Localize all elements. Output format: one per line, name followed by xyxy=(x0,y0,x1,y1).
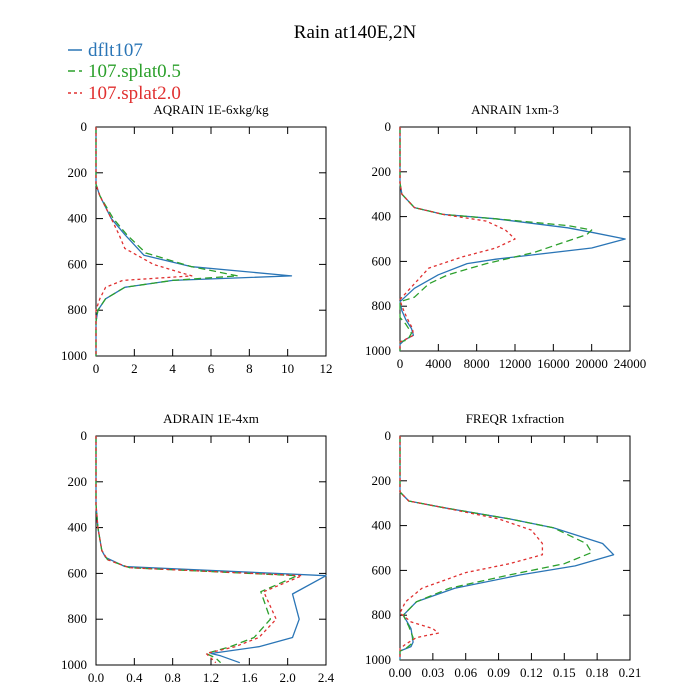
y-tick-label: 1000 xyxy=(365,343,391,358)
x-tick-label: 1.2 xyxy=(203,670,219,685)
y-tick-label: 600 xyxy=(372,253,392,268)
panel-title: ADRAIN 1E-4xm xyxy=(163,411,259,426)
panel-title: FREQR 1xfraction xyxy=(466,411,565,426)
series-line-107-splat0-5 xyxy=(95,436,298,664)
y-tick-label: 800 xyxy=(372,298,392,313)
y-tick-label: 0 xyxy=(81,119,88,134)
x-tick-label: 0 xyxy=(397,356,404,371)
x-tick-label: 0.12 xyxy=(520,665,543,680)
y-tick-label: 1000 xyxy=(61,657,87,672)
y-tick-label: 1000 xyxy=(365,652,391,667)
x-tick-label: 6 xyxy=(208,361,215,376)
y-tick-label: 800 xyxy=(372,607,392,622)
figure-title: Rain at140E,2N xyxy=(294,22,417,43)
y-tick-label: 400 xyxy=(372,209,392,224)
x-tick-label: 2.0 xyxy=(280,670,296,685)
y-tick-label: 800 xyxy=(68,302,88,317)
y-tick-label: 0 xyxy=(81,428,88,443)
plot-frame xyxy=(399,435,631,661)
x-tick-label: 12 xyxy=(320,361,333,376)
series-line-dflt107 xyxy=(95,127,293,356)
x-tick-label: 0.21 xyxy=(619,665,642,680)
series-line-dflt107 xyxy=(95,436,327,664)
legend-label-1: 107.splat0.5 xyxy=(88,61,181,82)
x-tick-label: 1.6 xyxy=(241,670,258,685)
x-tick-label: 12000 xyxy=(499,356,532,371)
x-tick-label: 10 xyxy=(281,361,294,376)
y-tick-label: 800 xyxy=(68,611,88,626)
panel-title: AQRAIN 1E-6xkg/kg xyxy=(153,102,269,117)
legend-label-0: dflt107 xyxy=(88,40,143,61)
y-tick-label: 0 xyxy=(385,119,392,134)
y-tick-label: 600 xyxy=(372,562,392,577)
y-tick-label: 400 xyxy=(372,518,392,533)
x-tick-label: 8 xyxy=(246,361,253,376)
x-tick-label: 0.03 xyxy=(421,665,444,680)
x-tick-label: 20000 xyxy=(575,356,608,371)
y-tick-label: 1000 xyxy=(61,348,87,363)
x-tick-label: 2 xyxy=(131,361,138,376)
y-tick-label: 400 xyxy=(68,211,88,226)
series-line-107-splat2-0 xyxy=(95,127,193,356)
x-tick-label: 4 xyxy=(169,361,176,376)
x-tick-label: 0.0 xyxy=(88,670,104,685)
x-tick-label: 0.18 xyxy=(586,665,609,680)
series-line-dflt107 xyxy=(399,127,626,351)
series-line-107-splat0-5 xyxy=(95,127,239,356)
y-tick-label: 600 xyxy=(68,256,88,271)
x-tick-label: 0.8 xyxy=(165,670,181,685)
y-tick-label: 200 xyxy=(372,164,392,179)
legend-label-2: 107.splat2.0 xyxy=(88,83,181,104)
y-tick-label: 200 xyxy=(372,473,392,488)
panel-aqrain: AQRAIN 1E-6xkg/kg 0 200 400 600 800 1000 0 2 4 6 8 1… xyxy=(61,102,333,376)
x-tick-label: 8000 xyxy=(464,356,490,371)
series-line-107-splat2-0 xyxy=(399,436,544,660)
x-tick-label: 2.4 xyxy=(318,670,335,685)
y-tick-label: 200 xyxy=(68,165,88,180)
x-tick-label: 0.09 xyxy=(487,665,510,680)
y-tick-label: 600 xyxy=(68,565,88,580)
x-tick-label: 4000 xyxy=(425,356,451,371)
series-line-107-splat2-0 xyxy=(95,436,303,664)
panel-anrain: ANRAIN 1xm-3 0 200 400 600 800 1000 0 4000 8000 12… xyxy=(365,102,646,371)
y-tick-label: 200 xyxy=(68,474,88,489)
x-tick-label: 0 xyxy=(93,361,100,376)
x-tick-label: 0.06 xyxy=(454,665,477,680)
series-line-107-splat0-5 xyxy=(399,436,593,660)
series-line-dflt107 xyxy=(399,436,615,660)
x-tick-label: 16000 xyxy=(537,356,570,371)
x-tick-label: 24000 xyxy=(614,356,647,371)
y-tick-label: 0 xyxy=(385,428,392,443)
x-tick-label: 0.15 xyxy=(553,665,576,680)
x-tick-label: 0.4 xyxy=(126,670,143,685)
x-tick-label: 0.00 xyxy=(389,665,412,680)
y-tick-label: 400 xyxy=(68,520,88,535)
series-line-107-splat0-5 xyxy=(399,127,593,351)
series-line-107-splat2-0 xyxy=(399,127,516,351)
panel-title: ANRAIN 1xm-3 xyxy=(471,102,559,117)
plot-frame xyxy=(95,435,327,666)
